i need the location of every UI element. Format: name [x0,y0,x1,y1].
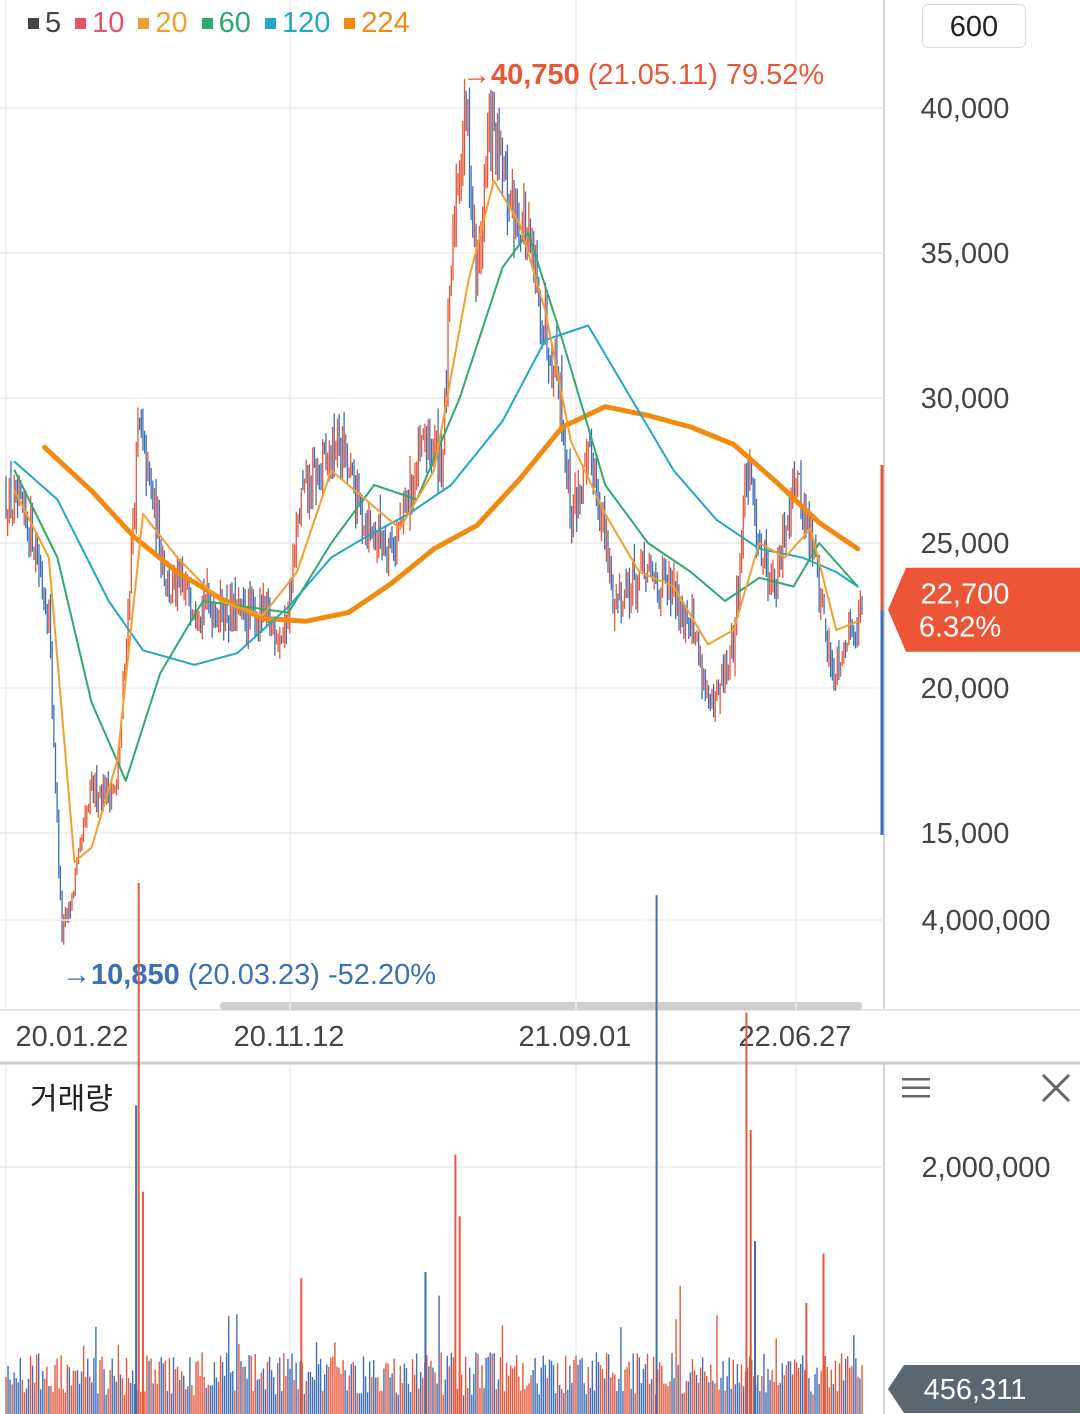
volume-bars-group [5,882,863,1414]
legend-swatch [201,17,213,29]
legend-item-ma60[interactable]: 60 [201,6,251,40]
legend-label: 224 [361,6,410,39]
legend-item-ma10[interactable]: 10 [75,7,124,40]
current-price-badge [888,567,1080,652]
legend-swatch [28,17,39,29]
high-annotation: →40,750 (21.05.11) 79.52% [462,59,824,91]
legend-item-ma120[interactable]: 120 [264,6,331,40]
legend-label: 20 [155,6,188,39]
legend-swatch [138,17,150,29]
y-tick-label: 25,000 [921,528,1010,560]
ma-line-120 [13,324,859,666]
y-tick-label: 40,000 [921,93,1010,125]
volume-tick-label: 4,000,000 [921,905,1050,937]
legend-item-ma5[interactable]: 5 [28,7,61,40]
current-price-label: 22,700 [921,579,1010,611]
y-tick-label: 30,000 [921,383,1010,415]
annotation-arrow: → [62,959,91,991]
ma-line-60 [13,231,859,782]
moving-average-legend[interactable]: 5 10 20 60 120 224 [28,4,424,42]
volume-title: 거래량 [30,1083,113,1116]
x-tick-label: 22.06.27 [739,1021,852,1053]
current-change-label: 6.32% [919,612,1001,644]
current-volume-badge [888,1365,1080,1413]
legend-item-ma224[interactable]: 224 [344,6,410,40]
annotation-arrow: → [462,59,491,91]
legend-label: 120 [281,6,331,39]
x-tick-label: 21.09.01 [519,1021,632,1053]
annotation-detail: (20.03.23) -52.20% [180,959,436,991]
ma-line-20 [13,179,859,863]
current-volume-label: 456,311 [924,1374,1027,1406]
legend-swatch [344,17,356,29]
ma-line-224 [42,404,861,624]
y-tick-label: 35,000 [921,238,1010,270]
legend-label: 5 [45,6,62,39]
legend-swatch [75,17,87,29]
volume-tick-label: 2,000,000 [921,1152,1050,1184]
annotation-price: 10,850 [91,959,180,991]
y-tick-label: 15,000 [921,818,1010,850]
y-tick-label: 20,000 [921,673,1010,705]
scroll-bar [220,1002,862,1010]
annotation-detail: (21.05.11) 79.52% [580,59,825,91]
candles-group [5,79,863,945]
x-tick-label: 20.11.12 [234,1021,345,1053]
close-icon[interactable] [1038,1070,1074,1106]
legend-label: 10 [92,6,125,39]
low-annotation: →10,850 (20.03.23) -52.20% [62,959,436,991]
annotation-price: 40,750 [491,59,580,91]
legend-item-ma20[interactable]: 20 [138,6,188,40]
menu-icon[interactable] [900,1072,932,1104]
x-tick-label: 20.01.22 [16,1021,129,1053]
period-button[interactable]: 600 [922,4,1026,48]
legend-label: 60 [218,6,251,39]
legend-swatch [264,17,276,29]
